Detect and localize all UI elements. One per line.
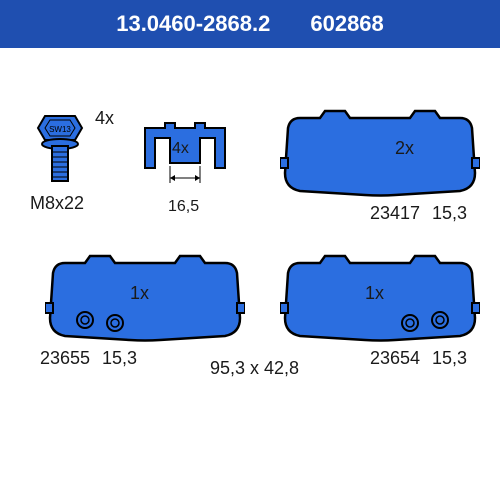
pad-top-icon xyxy=(280,103,480,203)
alt-number: 602868 xyxy=(310,11,383,37)
pad-top-thickness: 15,3 xyxy=(432,203,467,224)
pad-br-qty: 1x xyxy=(365,283,384,304)
pad-bl-code: 23655 xyxy=(40,348,90,369)
clip-icon xyxy=(135,118,235,203)
clip-dim: 16,5 xyxy=(168,198,199,216)
clip-component xyxy=(135,118,235,208)
clip-qty: 4x xyxy=(172,140,189,158)
bolt-spec: M8x22 xyxy=(30,193,84,214)
pad-bl-qty: 1x xyxy=(130,283,149,304)
overall-dimensions: 95,3 x 42,8 xyxy=(210,358,299,379)
pad-br-code: 23654 xyxy=(370,348,420,369)
bolt-icon: SW13 xyxy=(30,108,90,188)
svg-text:SW13: SW13 xyxy=(49,125,71,134)
pad-bl-thickness: 15,3 xyxy=(102,348,137,369)
pad-top-qty: 2x xyxy=(395,138,414,159)
bolt-component: SW13 xyxy=(30,108,90,193)
brake-pad-top xyxy=(280,103,480,208)
pad-br-thickness: 15,3 xyxy=(432,348,467,369)
part-number: 13.0460-2868.2 xyxy=(116,11,270,37)
header-bar: 13.0460-2868.2 602868 xyxy=(0,0,500,48)
pad-top-code: 23417 xyxy=(370,203,420,224)
bolt-qty: 4x xyxy=(95,108,114,129)
diagram-content: SW13 4x M8x22 4x 16,5 xyxy=(0,48,500,500)
